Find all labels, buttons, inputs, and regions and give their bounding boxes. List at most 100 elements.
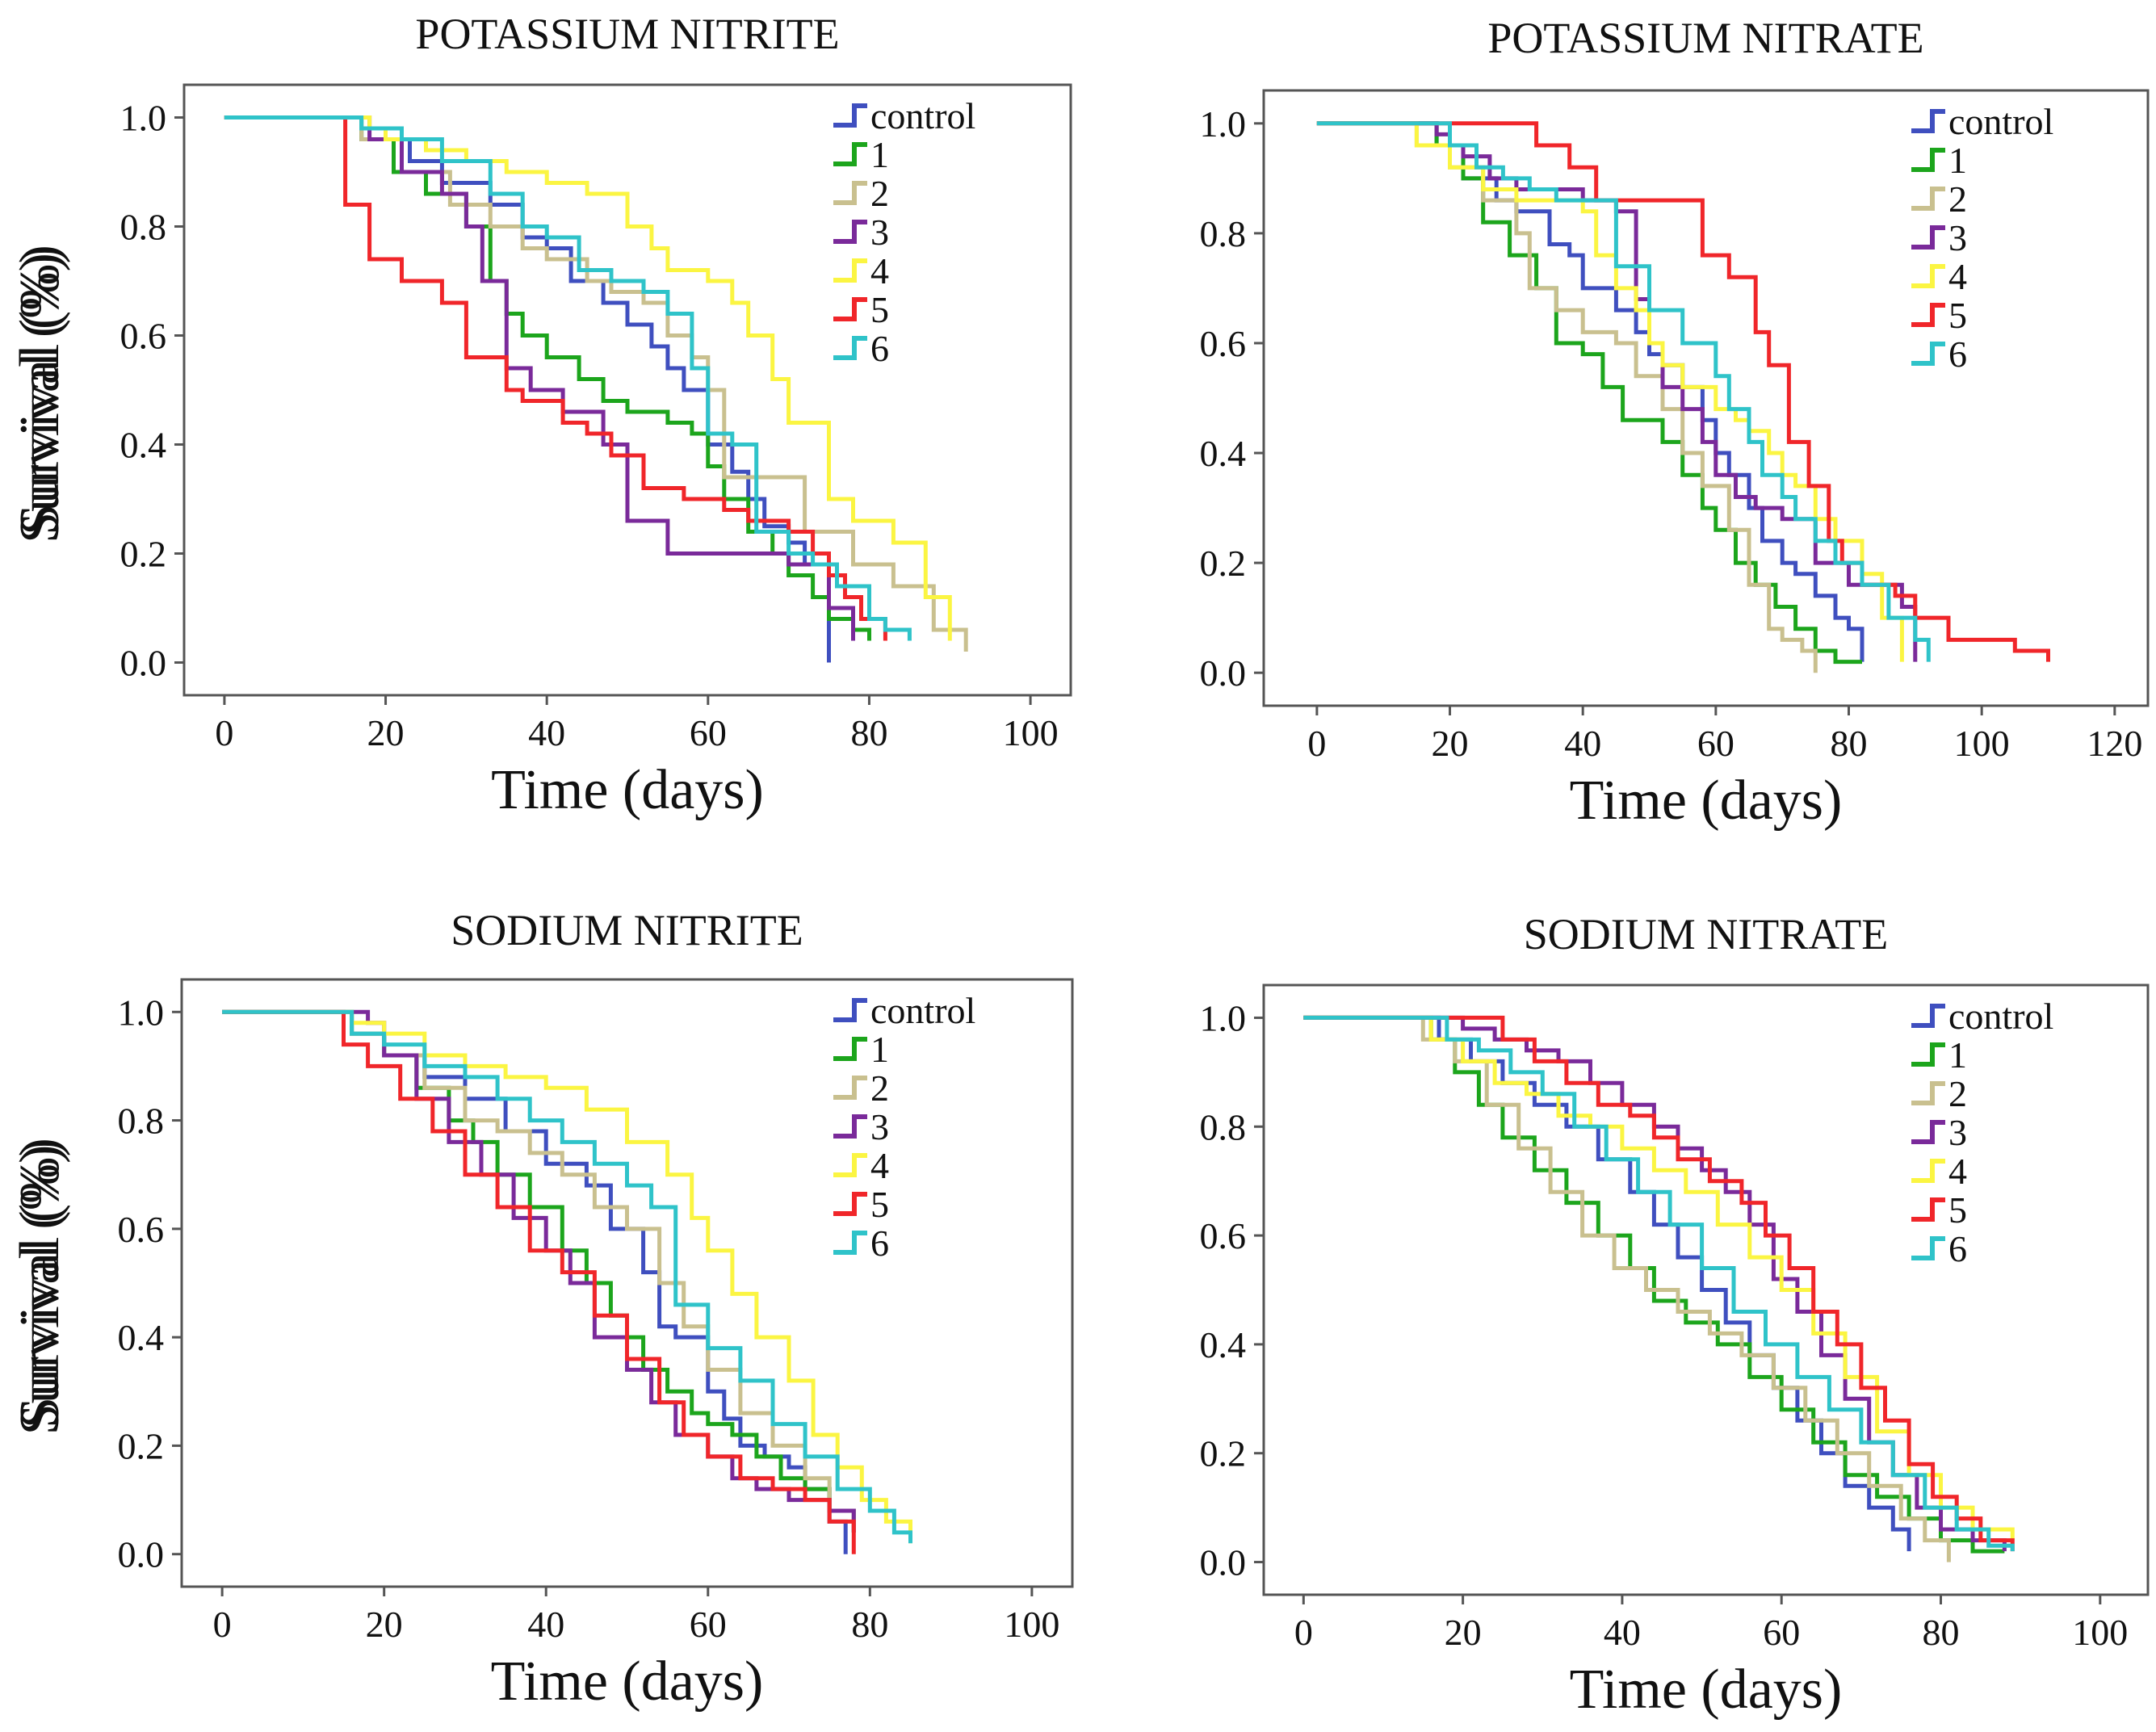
x-tick-label: 80 (850, 712, 887, 753)
series-1-line (1316, 121, 1862, 665)
legend-symbol-5 (1911, 1197, 1945, 1222)
legend-symbol-2 (833, 181, 867, 205)
series-6-line (224, 115, 912, 641)
y-tick-label: 0.8 (120, 207, 167, 248)
x-tick-label: 80 (1831, 723, 1868, 764)
legend-label-4: 4 (1948, 256, 1967, 297)
legend-symbol-3 (1911, 1120, 1945, 1144)
legend-symbol-3 (1911, 225, 1945, 250)
legend-symbol-control (1911, 1004, 1945, 1028)
legend-label-2: 2 (1948, 178, 1967, 220)
y-tick-label: 0.6 (1200, 323, 1247, 364)
series-3-line (1316, 121, 1918, 662)
legend-label-6: 6 (1948, 333, 1967, 375)
y-tick-label: 0.4 (1200, 433, 1247, 474)
chart-panel-1: POTASSIUM NITRITE 0.0 0.2 0.4 0.6 0.8 1.0 0 20 40… (9, 10, 1072, 821)
series-5-line (1316, 121, 2050, 662)
legend-label-5: 5 (1948, 1189, 1967, 1231)
legend-label-6: 6 (870, 328, 889, 369)
series-control-line (222, 1009, 848, 1554)
series-4-line (224, 115, 952, 641)
y-tick-label: 0.2 (120, 534, 167, 575)
x-tick-label: 20 (366, 1604, 403, 1645)
legend-label-control: control (870, 990, 975, 1031)
legend-symbol-6 (833, 336, 867, 360)
series-control-line (224, 115, 831, 663)
x-axis-label: Time (days) (491, 1650, 764, 1713)
x-tick-label: 40 (528, 712, 565, 753)
legend-label-6: 6 (870, 1222, 889, 1264)
legend-symbol-1 (833, 1037, 867, 1061)
legend-label-1: 1 (870, 134, 889, 175)
series-1-line (222, 1009, 856, 1533)
legend-label-3: 3 (1948, 217, 1967, 258)
legend-symbol-2 (1911, 187, 1945, 211)
y-tick-label: 1.0 (1200, 997, 1247, 1038)
x-tick-label: 100 (2072, 1612, 2128, 1653)
series-2-line (1316, 121, 1818, 673)
x-tick-label: 0 (215, 712, 233, 753)
chart-title: SODIUM NITRATE (1524, 910, 1889, 958)
plot-frame (1262, 89, 2150, 707)
legend-label-2: 2 (1948, 1073, 1967, 1114)
x-tick-label: 60 (690, 712, 727, 753)
legend-symbol-5 (1911, 303, 1945, 327)
legend-symbol-control (833, 998, 867, 1022)
y-tick-label: 0.0 (1200, 652, 1247, 694)
x-tick-label: 40 (527, 1604, 564, 1645)
legend-label-2: 2 (870, 1067, 889, 1109)
series-1-line (1303, 1015, 2005, 1554)
legend-label-2: 2 (870, 173, 889, 214)
chart-title: SODIUM NITRITE (451, 906, 803, 954)
legend-symbol-control (1911, 109, 1945, 133)
legend-label-4: 4 (870, 250, 889, 291)
x-tick-label: 20 (367, 712, 405, 753)
x-axis-label: Time (days) (1570, 770, 1843, 832)
plot-frame (1262, 983, 2150, 1596)
x-tick-label: 40 (1604, 1612, 1641, 1653)
y-axis-label: Survival (%) (9, 245, 71, 535)
legend-label-3: 3 (870, 1106, 889, 1147)
plot-frame (180, 978, 1074, 1588)
legend-symbol-control (833, 103, 867, 128)
y-tick-label: 0.2 (1200, 1433, 1247, 1474)
x-tick-label: 0 (1294, 1612, 1313, 1653)
series-4-line (222, 1009, 912, 1544)
series-control-line (1316, 121, 1864, 662)
legend-symbol-1 (1911, 148, 1945, 172)
legend-symbol-6 (1911, 1236, 1945, 1260)
y-tick-label: 0.6 (118, 1209, 165, 1250)
legend-symbol-2 (833, 1076, 867, 1100)
legend-label-control: control (870, 95, 975, 136)
legend-label-4: 4 (870, 1145, 889, 1186)
y-tick-label: 0.6 (120, 316, 167, 357)
legend-label-5: 5 (1948, 295, 1967, 336)
x-tick-label: 0 (213, 1604, 232, 1645)
legend-label-1: 1 (870, 1029, 889, 1070)
series-2-line (1303, 1015, 1951, 1562)
y-tick-label: 0.8 (118, 1101, 165, 1142)
legend-label-5: 5 (870, 1184, 889, 1225)
chart-panel-3: SODIUM NITRITE 0.0 0.2 0.4 0.6 0.8 1.0 0 20 40 60 8… (9, 906, 1074, 1713)
series-6-line (1303, 1015, 2015, 1552)
series-6-line (1316, 121, 1931, 662)
y-tick-label: 0.4 (120, 425, 167, 466)
legend-symbol-5 (833, 1192, 867, 1216)
x-tick-label: 80 (1923, 1612, 1960, 1653)
y-tick-label: 0.4 (118, 1317, 165, 1358)
legend-symbol-6 (1911, 342, 1945, 366)
y-tick-label: 0.8 (1200, 213, 1247, 254)
y-tick-label: 0.8 (1200, 1106, 1247, 1147)
legend-label-4: 4 (1948, 1151, 1967, 1192)
y-axis-label: Survival (%) (9, 1138, 71, 1428)
series-4-line (1303, 1015, 2015, 1541)
legend-label-control: control (1948, 101, 2053, 142)
plot-frame (182, 83, 1072, 697)
legend-symbol-3 (833, 1114, 867, 1139)
